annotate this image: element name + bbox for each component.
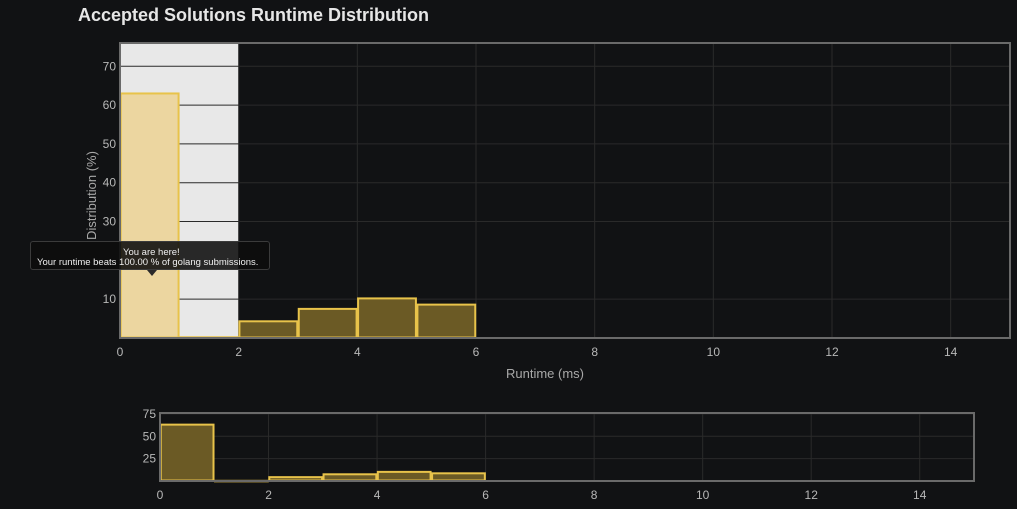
- main-bar: [357, 297, 417, 339]
- overview-bar: [431, 472, 486, 482]
- overview-plot: 0 2 4 6 8 10 12 14 25 50 75: [143, 407, 975, 502]
- tooltip-heading: You are here!: [123, 247, 180, 258]
- main-x-tick-label: 8: [591, 345, 598, 359]
- overview-y-tick-label: 75: [143, 407, 157, 421]
- main-y-tick-label: 30: [103, 215, 117, 229]
- runtime-tooltip: You are here! Your runtime beats 100.00 …: [30, 241, 270, 276]
- overview-x-tick-label: 4: [374, 488, 381, 502]
- main-x-tick-label: 12: [825, 345, 839, 359]
- main-x-tick-label: 10: [707, 345, 721, 359]
- main-plot-frame: [119, 42, 1011, 339]
- overview-x-tick-label: 6: [482, 488, 489, 502]
- main-y-tick-label: 40: [103, 176, 117, 190]
- main-x-tick-label: 0: [117, 345, 124, 359]
- main-bar: [119, 92, 180, 339]
- overview-x-tick-label: 14: [913, 488, 927, 502]
- tooltip-arrow: [147, 270, 157, 276]
- main-bar: [297, 307, 358, 339]
- overview-plot-frame: [159, 412, 975, 482]
- main-y-tick-label: 50: [103, 137, 117, 151]
- chart-title: Accepted Solutions Runtime Distribution: [78, 5, 430, 25]
- main-y-tick-label: 60: [103, 98, 117, 112]
- overview-x-tick-label: 2: [265, 488, 272, 502]
- main-y-tick-label: 70: [103, 59, 117, 73]
- main-y-axis-label: Distribution (%): [84, 151, 99, 240]
- overview-bar: [322, 473, 378, 482]
- main-x-tick-label: 4: [354, 345, 361, 359]
- overview-y-tick-label: 50: [143, 429, 157, 443]
- overview-bar: [159, 423, 215, 482]
- main-y-tick-label: 10: [103, 292, 117, 306]
- overview-x-tick-label: 12: [805, 488, 819, 502]
- overview-x-tick-label: 8: [591, 488, 598, 502]
- overview-x-tick-label: 10: [696, 488, 710, 502]
- overview-y-tick-label: 25: [143, 452, 157, 466]
- main-plot: 0 2 4 6 8 10 12 14 10 30 40 50 60 70 Runtime (ms) Distr…: [84, 42, 1011, 381]
- main-x-axis-label: Runtime (ms): [506, 366, 584, 381]
- main-x-tick-label: 6: [473, 345, 480, 359]
- overview-bar: [376, 470, 432, 482]
- tooltip-detail: Your runtime beats 100.00 % of golang su…: [37, 257, 259, 268]
- main-bar: [416, 303, 477, 339]
- main-x-tick-label: 2: [235, 345, 242, 359]
- overview-x-tick-label: 0: [157, 488, 164, 502]
- overview-bar: [268, 476, 324, 482]
- main-x-tick-label: 14: [944, 345, 958, 359]
- main-bar: [238, 320, 299, 339]
